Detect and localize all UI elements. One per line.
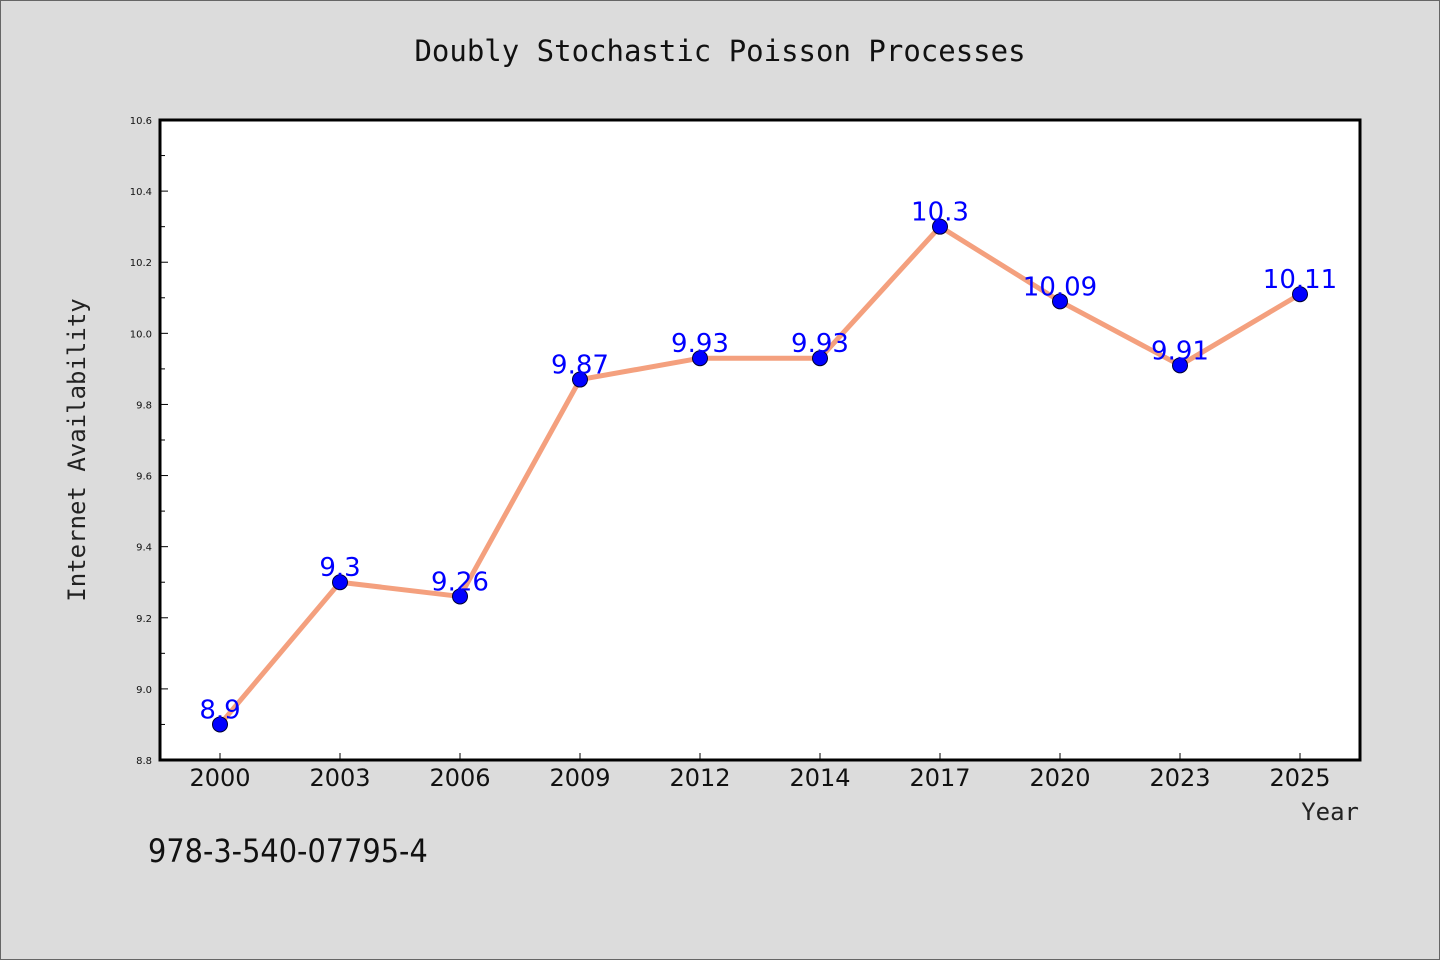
data-label: 9.26 [431,567,489,597]
x-tick-label: 2014 [789,764,850,792]
data-label: 10.09 [1023,272,1097,302]
footer-code: 978-3-540-07795-4 [148,832,428,870]
data-label: 10.3 [911,198,969,228]
y-tick-label: 10.6 [130,116,152,127]
y-tick-label: 10.4 [130,187,152,198]
y-tick-label: 9.0 [136,685,152,696]
data-point [1052,293,1068,310]
chart-title: Doubly Stochastic Poisson Processes [414,34,1026,68]
data-label: 9.93 [671,329,729,359]
data-point [692,350,708,367]
data-point [452,588,468,605]
x-axis-label: Year [1301,798,1359,826]
y-tick-label: 9.2 [136,614,152,625]
x-tick-label: 2025 [1269,764,1330,792]
data-point [572,371,588,388]
data-point [212,716,228,733]
data-label: 9.3 [319,553,360,583]
data-point [1172,357,1188,374]
x-axis-ticks: 2000 2003 2006 2009 2012 2014 2017 2020 2023 2025 [189,753,1331,792]
plot-border [158,118,1362,762]
data-point [932,218,948,235]
data-point [812,350,828,367]
series-layer [212,218,1308,733]
plot-area [160,120,1360,760]
y-tick-label: 9.6 [136,472,152,483]
data-label: 9.91 [1151,336,1209,366]
data-label: 10.11 [1263,265,1337,295]
x-tick-label: 2003 [309,764,370,792]
data-label: 9.93 [791,329,849,359]
data-label: 9.87 [551,351,609,381]
x-tick-label: 2023 [1149,764,1210,792]
data-labels-layer: 8.9 9.3 9.26 9.87 9.93 9.93 10.3 10.09 9.91 10.11 [199,198,1337,726]
y-axis-label: Internet Availability [63,298,91,601]
y-tick-label: 9.4 [136,543,152,554]
y-tick-label: 10.2 [130,258,152,269]
x-tick-label: 2009 [549,764,610,792]
data-point [1292,286,1308,303]
data-point [332,574,348,591]
x-tick-label: 2012 [669,764,730,792]
x-tick-label: 2006 [429,764,490,792]
x-tick-label: 2017 [909,764,970,792]
x-tick-label: 2020 [1029,764,1090,792]
series-line [218,224,1302,727]
x-tick-label: 2000 [189,764,250,792]
y-tick-label: 8.8 [136,756,152,767]
data-label: 8.9 [199,695,240,725]
y-tick-label: 10.0 [130,329,152,340]
y-tick-label: 9.8 [136,400,152,411]
